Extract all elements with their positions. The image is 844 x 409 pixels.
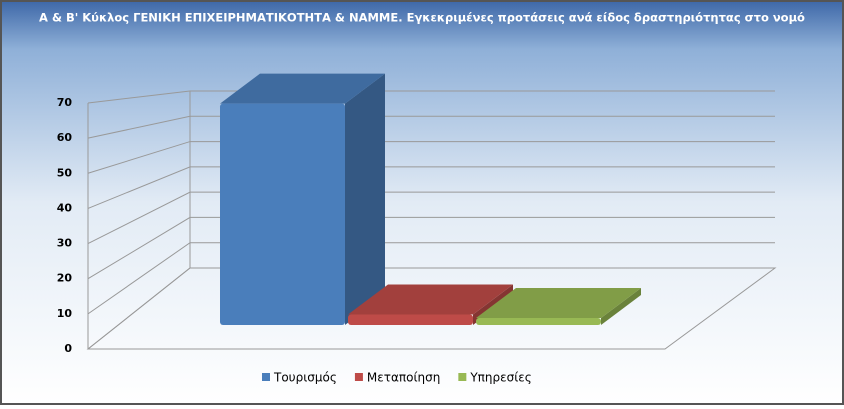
bar bbox=[348, 314, 473, 325]
y-tick-label: 30 bbox=[57, 237, 73, 250]
grid-line bbox=[87, 90, 775, 104]
legend: Τουρισμός Μεταποίηση Υπηρεσίες bbox=[262, 371, 532, 385]
bar-side bbox=[345, 73, 385, 325]
chart-title: Α & Β' Κύκλος ΓΕΝΙΚΗ ΕΠΙΧΕΙΡΗΜΑΤΙΚΟΤΗΤΑ … bbox=[39, 11, 805, 25]
grid-line bbox=[87, 267, 775, 350]
bar-top bbox=[476, 287, 641, 318]
plot-area: 0 10 20 30 40 50 60 70 bbox=[57, 73, 777, 355]
grid-line bbox=[87, 166, 775, 209]
y-tick-label: 0 bbox=[64, 342, 72, 355]
bar-top bbox=[348, 284, 513, 315]
legend-swatch bbox=[458, 373, 467, 381]
legend-label: Τουρισμός bbox=[273, 371, 337, 385]
y-tick-label: 50 bbox=[57, 166, 73, 179]
bar bbox=[476, 317, 601, 325]
grid-line bbox=[87, 216, 775, 280]
legend-label: Υπηρεσίες bbox=[469, 371, 531, 385]
y-tick-label: 40 bbox=[57, 201, 73, 214]
y-tick-label: 20 bbox=[57, 272, 73, 285]
grid-line bbox=[87, 141, 775, 174]
grid-line bbox=[87, 191, 775, 245]
grid-line bbox=[87, 115, 775, 139]
y-tick-label: 60 bbox=[57, 131, 73, 144]
legend-swatch bbox=[262, 373, 270, 381]
grid-line bbox=[87, 242, 775, 315]
bar-side bbox=[601, 287, 641, 325]
bar bbox=[220, 103, 345, 325]
y-tick-label: 70 bbox=[57, 96, 73, 109]
y-tick-label: 10 bbox=[57, 307, 73, 320]
legend-label: Μεταποίηση bbox=[367, 371, 440, 385]
bar-top bbox=[220, 73, 385, 104]
legend-swatch bbox=[354, 373, 363, 381]
